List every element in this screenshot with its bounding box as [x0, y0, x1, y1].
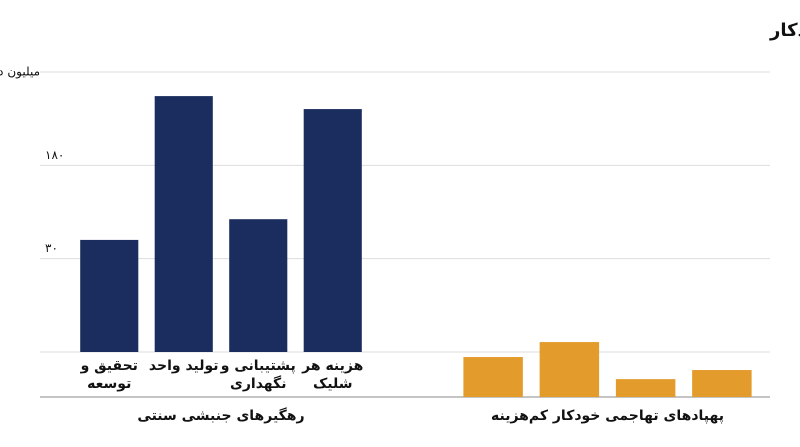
bar [539, 342, 600, 397]
group-label: پهپادهای تهاجمی خودکار کم‌هزینه [491, 408, 724, 424]
bar [154, 96, 213, 353]
bar [80, 239, 139, 352]
bar [463, 357, 523, 397]
bar [303, 109, 362, 352]
bar [692, 370, 752, 397]
chart-title: مقایسه هزینه تخمینی سامانه‌های دفاعی: ره… [769, 19, 800, 41]
x-tick-label: تولید واحد [148, 358, 219, 374]
bar [615, 379, 676, 397]
group-label: رهگیرهای جنبشی سنتی [137, 407, 304, 424]
y-axis-label: میلیون دلار (تخمینی) [0, 65, 40, 80]
x-tick-label: تحقیق و توسعه [80, 358, 138, 392]
bar [229, 219, 288, 352]
y-tick-label: ۳۰ [45, 241, 58, 255]
x-tick-label: پشتیبانی و نگهداری [220, 358, 296, 392]
y-tick-label: ۱۸۰ [45, 148, 64, 162]
x-tick-label: هزینه هر شلیک [302, 358, 364, 392]
